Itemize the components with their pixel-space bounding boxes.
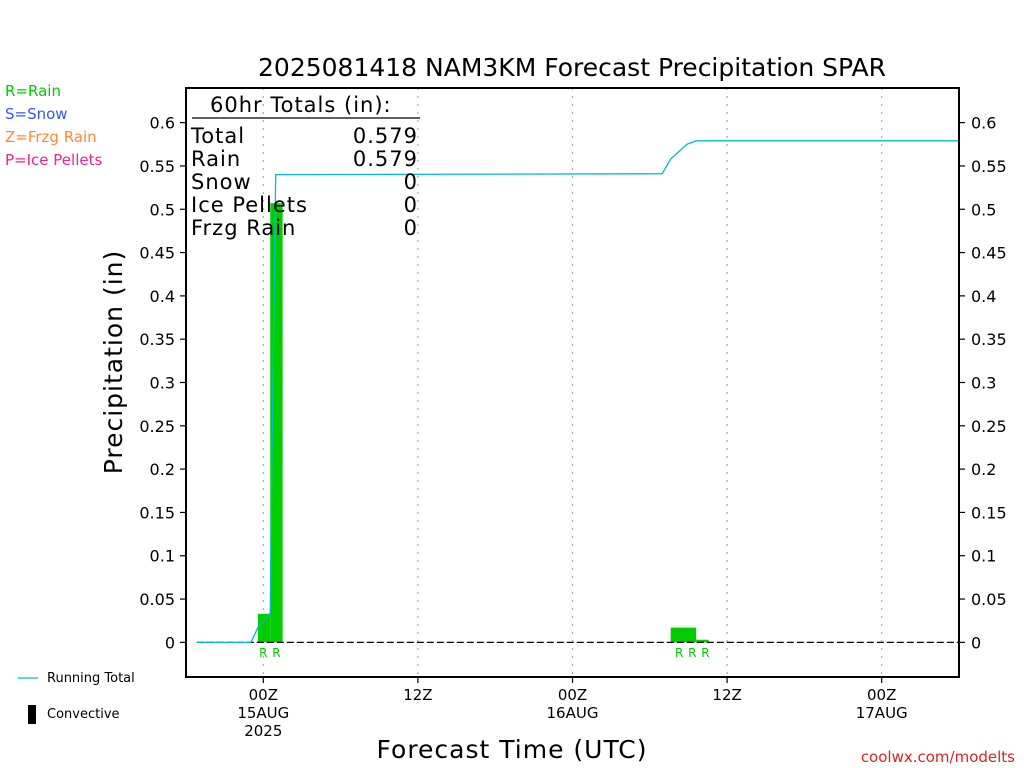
precip-bar-2 bbox=[670, 627, 697, 643]
totals-row-value-0: 0.579 bbox=[353, 124, 418, 148]
y-tick-label-left-3: 0.15 bbox=[139, 503, 175, 522]
credit-text: coolwx.com/modelts bbox=[861, 748, 1015, 766]
precip-type-label-1: R bbox=[272, 646, 280, 660]
plot-frame bbox=[185, 87, 960, 678]
ptype-legend-item-3: P=Ice Pellets bbox=[5, 151, 102, 169]
x-tick-label-0-2: 2025 bbox=[244, 722, 282, 740]
precip-type-label-3: R bbox=[688, 646, 696, 660]
y-tick-label-right-10: 0.5 bbox=[971, 200, 996, 219]
precip-bar-0 bbox=[257, 613, 271, 643]
totals-row-label-1: Rain bbox=[191, 147, 241, 171]
totals-row-label-4: Frzg Rain bbox=[191, 216, 296, 240]
y-tick-label-right-5: 0.25 bbox=[971, 417, 1007, 436]
y-tick-label-left-6: 0.3 bbox=[150, 374, 175, 393]
x-tick-label-3-0: 12Z bbox=[712, 686, 741, 704]
x-tick-label-2-0: 00Z bbox=[558, 686, 587, 704]
ptype-legend-item-0: R=Rain bbox=[5, 82, 61, 100]
series-legend-label-0: Running Total bbox=[47, 671, 135, 686]
y-tick-label-right-7: 0.35 bbox=[971, 330, 1007, 349]
y-tick-label-right-11: 0.55 bbox=[971, 157, 1007, 176]
y-tick-label-right-6: 0.3 bbox=[971, 374, 996, 393]
totals-header: 60hr Totals (in): bbox=[210, 93, 392, 117]
precip-type-label-4: R bbox=[701, 646, 709, 660]
chart-title: 2025081418 NAM3KM Forecast Precipitation… bbox=[258, 53, 886, 82]
y-tick-label-right-0: 0 bbox=[971, 633, 981, 652]
ptype-legend-item-1: S=Snow bbox=[5, 105, 68, 123]
x-tick-label-0-1: 15AUG bbox=[237, 704, 289, 722]
x-tick-label-4-1: 17AUG bbox=[856, 704, 908, 722]
precip-type-legend: R=Rain S=Snow Z=Frzg Rain P=Ice Pellets bbox=[5, 82, 102, 169]
y-axis-ticks: 0 00.05 0.050.1 0.10.15 0.150.2 0.20.25 0.250.… bbox=[139, 114, 1006, 653]
totals-row-value-3: 0 bbox=[404, 193, 418, 217]
y-tick-label-left-9: 0.45 bbox=[139, 244, 175, 263]
y-tick-label-left-7: 0.35 bbox=[139, 330, 175, 349]
totals-row-value-4: 0 bbox=[404, 216, 418, 240]
series-legend-label-1: Convective bbox=[47, 707, 120, 722]
y-tick-label-left-1: 0.05 bbox=[139, 590, 175, 609]
precip-bars bbox=[257, 203, 709, 643]
totals-row-label-3: Ice Pellets bbox=[191, 193, 308, 217]
y-tick-label-right-12: 0.6 bbox=[971, 114, 996, 133]
precip-type-label-0: R bbox=[259, 646, 267, 660]
y-tick-label-right-8: 0.4 bbox=[971, 287, 996, 306]
x-axis-label: Forecast Time (UTC) bbox=[377, 735, 648, 764]
y-tick-label-right-4: 0.2 bbox=[971, 460, 996, 479]
totals-row-label-2: Snow bbox=[191, 170, 252, 194]
y-tick-label-left-4: 0.2 bbox=[150, 460, 175, 479]
y-tick-label-right-3: 0.15 bbox=[971, 503, 1007, 522]
x-tick-label-2-1: 16AUG bbox=[547, 704, 599, 722]
ptype-legend-item-2: Z=Frzg Rain bbox=[5, 128, 97, 146]
precip-type-label-2: R bbox=[675, 646, 683, 660]
y-tick-label-left-2: 0.1 bbox=[150, 547, 175, 566]
y-tick-label-left-0: 0 bbox=[165, 633, 175, 652]
x-tick-label-0-0: 00Z bbox=[249, 686, 278, 704]
totals-row-label-0: Total bbox=[190, 124, 245, 148]
y-tick-label-right-2: 0.1 bbox=[971, 547, 996, 566]
y-tick-label-left-12: 0.6 bbox=[150, 114, 175, 133]
running-total-line bbox=[196, 140, 959, 644]
series-legend: Running Total Convective bbox=[18, 671, 135, 724]
precip-bar-3 bbox=[696, 639, 709, 643]
y-axis-label: Precipitation (in) bbox=[99, 250, 128, 475]
x-tick-label-4-0: 00Z bbox=[867, 686, 896, 704]
convective-legend-swatch bbox=[28, 705, 36, 724]
y-tick-label-left-5: 0.25 bbox=[139, 417, 175, 436]
totals-box: 60hr Totals (in): Total 0.579 Rain 0.579 Snow… bbox=[190, 93, 420, 240]
y-tick-label-left-10: 0.5 bbox=[150, 200, 175, 219]
totals-row-value-2: 0 bbox=[404, 170, 418, 194]
y-tick-label-left-8: 0.4 bbox=[150, 287, 175, 306]
grid-lines bbox=[262, 88, 883, 677]
y-tick-label-right-9: 0.45 bbox=[971, 244, 1007, 263]
y-tick-label-left-11: 0.55 bbox=[139, 157, 175, 176]
y-tick-label-right-1: 0.05 bbox=[971, 590, 1007, 609]
totals-row-value-1: 0.579 bbox=[353, 147, 418, 171]
x-tick-label-1-0: 12Z bbox=[403, 686, 432, 704]
